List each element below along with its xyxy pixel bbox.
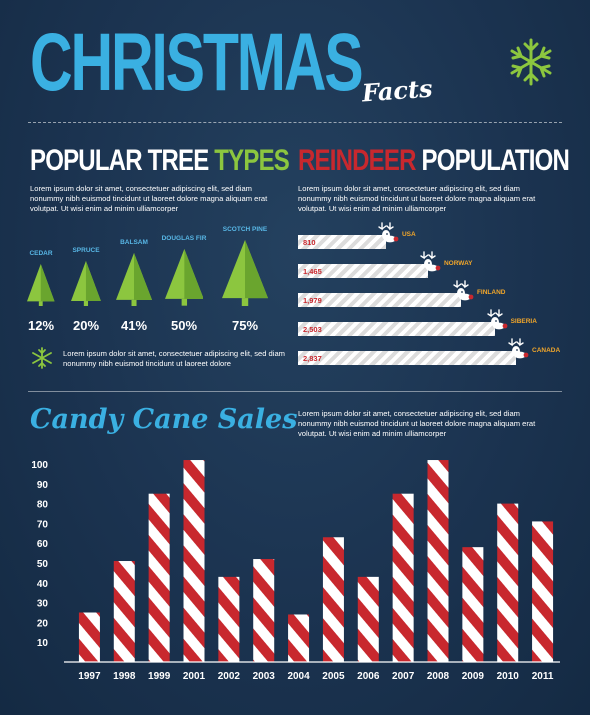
- snowflake-icon: [510, 38, 552, 86]
- reindeer-icon: [508, 338, 529, 359]
- trees-note-text: Lorem ipsum dolor sit amet, consectetuer…: [63, 349, 286, 368]
- reindeer-value: 810: [303, 238, 316, 247]
- candy-bar: [288, 614, 310, 662]
- x-tick-label: 2004: [287, 671, 310, 682]
- reindeer-bar: 2,503: [298, 322, 495, 336]
- candy-chart-title: Candy Cane Sales: [30, 404, 298, 435]
- x-tick-label: 2009: [462, 671, 485, 682]
- trees-body-text: Lorem ipsum dolor sit amet, consectetuer…: [30, 184, 268, 213]
- y-tick-label: 20: [37, 618, 49, 629]
- candy-bar: [322, 537, 344, 662]
- candy-bar: [183, 460, 205, 662]
- tree-label: BALSAM: [120, 238, 148, 246]
- y-tick-label: 90: [37, 480, 49, 491]
- y-tick-label: 60: [37, 539, 49, 550]
- tree-percent: 41%: [120, 318, 148, 333]
- reindeer-bar: 1,979: [298, 293, 461, 307]
- reindeer-country-label: NORWAY: [443, 260, 473, 267]
- x-tick-label: 2011: [532, 671, 554, 682]
- reindeer-icon: [486, 309, 507, 330]
- trees-heading-accent: TYPES: [214, 144, 290, 177]
- x-tick-label: 2001: [183, 671, 206, 682]
- tree-label: DOUGLAS FIR: [161, 235, 207, 243]
- tree-icon: [71, 260, 101, 306]
- x-tick-label: 2003: [253, 671, 276, 682]
- candy-bar: [532, 521, 554, 662]
- x-tick-label: 1999: [148, 671, 171, 682]
- candy-body-text: Lorem ipsum dolor sit amet, consectetuer…: [298, 409, 536, 438]
- reindeer-body-text: Lorem ipsum dolor sit amet, consectetuer…: [298, 184, 536, 213]
- snowflake-icon: [32, 347, 52, 369]
- tree-icon: [27, 263, 55, 306]
- y-tick-label: 70: [37, 519, 49, 530]
- page-title: CHRISTMAS: [30, 17, 364, 108]
- candy-bar: [148, 493, 170, 662]
- reindeer-country-label: SIBERIA: [510, 318, 537, 325]
- trees-heading: POPULAR TREE TYPES: [30, 144, 290, 177]
- tree-percent: 20%: [72, 318, 100, 333]
- reindeer-value: 1,465: [303, 267, 322, 276]
- x-tick-label: 2006: [357, 671, 380, 682]
- tree-label: SCOTCH PINE: [222, 226, 268, 233]
- candy-bar: [497, 503, 519, 662]
- reindeer-heading-main: POPULATION: [421, 144, 570, 177]
- trees-heading-main: POPULAR TREE: [30, 144, 215, 177]
- reindeer-country-label: FINLAND: [476, 289, 506, 296]
- y-tick-label: 40: [37, 579, 49, 590]
- tree-icon: [164, 249, 204, 306]
- reindeer-icon: [453, 280, 474, 301]
- tree-label: CEDAR: [29, 249, 53, 257]
- tree-percent: 50%: [170, 318, 198, 333]
- y-tick-label: 50: [37, 559, 49, 570]
- reindeer-icon: [420, 251, 441, 272]
- x-tick-label: 2002: [218, 671, 241, 682]
- x-tick-label: 1997: [78, 671, 101, 682]
- y-tick-label: 30: [37, 599, 49, 610]
- reindeer-country-label: USA: [401, 231, 416, 238]
- y-tick-label: 100: [31, 460, 48, 471]
- tree-icon: [222, 240, 268, 306]
- candy-bar: [253, 559, 275, 662]
- tree-percent: 12%: [27, 318, 55, 333]
- candy-bar: [78, 612, 100, 662]
- x-tick-label: 2005: [322, 671, 345, 682]
- y-tick-label: 10: [37, 638, 49, 649]
- header-divider: [28, 122, 562, 123]
- tree-percent: 75%: [231, 318, 259, 333]
- reindeer-value: 2,837: [303, 354, 322, 363]
- x-tick-label: 1998: [113, 671, 136, 682]
- reindeer-heading-accent: REINDEER: [298, 144, 422, 177]
- section-divider: [28, 391, 562, 392]
- candy-bar: [392, 493, 414, 662]
- reindeer-value: 2,503: [303, 325, 322, 334]
- x-tick-label: 2008: [427, 671, 450, 682]
- x-tick-label: 2010: [497, 671, 520, 682]
- tree-icon: [115, 252, 152, 306]
- candy-bar: [427, 460, 449, 662]
- candy-bar: [218, 576, 240, 662]
- x-tick-label: 2007: [392, 671, 415, 682]
- reindeer-value: 1,979: [303, 296, 322, 305]
- reindeer-icon: [378, 222, 399, 243]
- tree-label: SPRUCE: [72, 246, 100, 254]
- reindeer-heading: REINDEER POPULATION: [298, 144, 570, 177]
- candy-bar: [113, 561, 135, 662]
- candy-bar: [357, 576, 379, 662]
- reindeer-bar: 1,465: [298, 264, 428, 278]
- reindeer-bar: 810: [298, 235, 386, 249]
- reindeer-bar: 2,837: [298, 351, 516, 365]
- reindeer-country-label: CANADA: [532, 347, 561, 354]
- y-tick-label: 80: [37, 500, 49, 511]
- candy-bar: [462, 547, 484, 662]
